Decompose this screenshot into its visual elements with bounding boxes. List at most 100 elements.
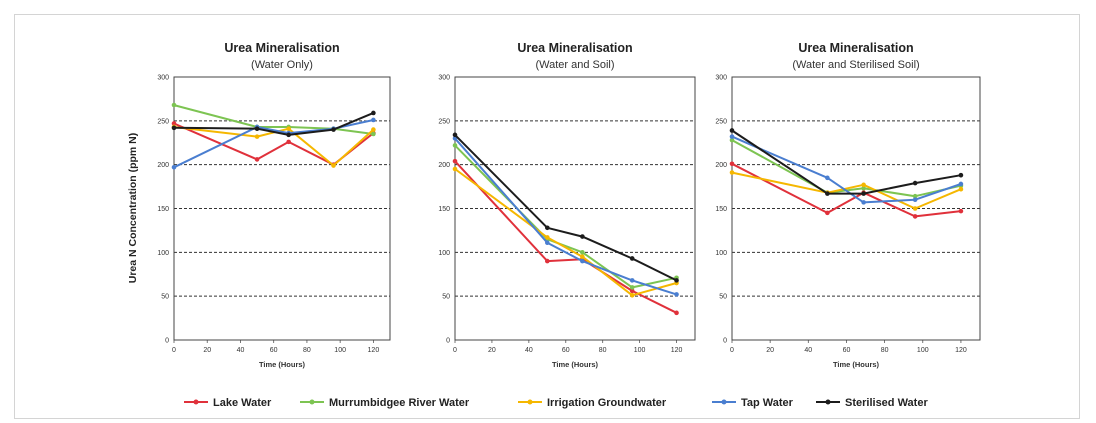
legend-label: Sterilised Water: [845, 397, 928, 409]
series-line: [732, 131, 961, 194]
chart-title: Urea Mineralisation: [517, 41, 632, 55]
data-point: [630, 285, 635, 290]
data-point: [580, 234, 585, 239]
legend-item: Irrigation Groundwater: [518, 397, 667, 409]
x-tick-label: 40: [804, 347, 812, 354]
data-point: [825, 176, 830, 181]
data-point: [730, 128, 735, 133]
series-line: [455, 161, 677, 313]
data-point: [172, 165, 177, 170]
data-point: [580, 254, 585, 259]
y-tick-label: 300: [715, 75, 727, 82]
x-tick-label: 20: [203, 347, 211, 354]
data-point: [674, 292, 679, 297]
data-point: [630, 256, 635, 261]
data-point: [286, 133, 291, 138]
x-tick-label: 80: [303, 347, 311, 354]
x-tick-label: 80: [599, 347, 607, 354]
y-tick-label: 250: [157, 118, 169, 125]
x-tick-label: 60: [270, 347, 278, 354]
data-point: [630, 293, 635, 298]
y-tick-label: 100: [438, 250, 450, 257]
data-point: [959, 209, 964, 214]
legend-swatch-marker: [194, 400, 199, 405]
y-tick-label: 300: [438, 75, 450, 82]
legend-item: Lake Water: [184, 397, 272, 409]
data-point: [959, 182, 964, 187]
data-point: [453, 133, 458, 138]
data-point: [255, 157, 260, 162]
x-tick-label: 100: [917, 347, 929, 354]
x-tick-label: 60: [562, 347, 570, 354]
y-tick-label: 200: [715, 162, 727, 169]
x-tick-label: 40: [237, 347, 245, 354]
series: [453, 136, 679, 297]
y-tick-label: 150: [438, 206, 450, 213]
data-point: [545, 240, 550, 245]
legend-label: Irrigation Groundwater: [547, 397, 667, 409]
data-point: [545, 235, 550, 240]
legend-swatch-marker: [310, 400, 315, 405]
chart-subtitle: (Water and Soil): [535, 59, 614, 71]
legend-label: Murrumbidgee River Water: [329, 397, 470, 409]
series: [730, 128, 964, 196]
legend-label: Tap Water: [741, 397, 794, 409]
y-tick-label: 100: [715, 250, 727, 257]
x-tick-label: 0: [453, 347, 457, 354]
x-tick-label: 0: [172, 347, 176, 354]
data-point: [371, 111, 376, 116]
chart-title: Urea Mineralisation: [224, 41, 339, 55]
y-tick-label: 150: [157, 206, 169, 213]
y-tick-label: 0: [446, 338, 450, 345]
data-point: [580, 250, 585, 255]
data-point: [674, 278, 679, 283]
data-point: [861, 191, 866, 196]
series-line: [732, 137, 961, 203]
x-axis-label: Time (Hours): [259, 360, 306, 369]
y-tick-label: 0: [723, 338, 727, 345]
y-tick-label: 0: [165, 338, 169, 345]
data-point: [959, 187, 964, 192]
y-tick-label: 150: [715, 206, 727, 213]
y-tick-label: 50: [442, 294, 450, 301]
data-point: [286, 140, 291, 145]
x-tick-label: 120: [671, 347, 683, 354]
data-point: [331, 163, 336, 168]
y-tick-label: 50: [161, 294, 169, 301]
data-point: [545, 259, 550, 264]
data-point: [913, 206, 918, 211]
data-point: [545, 225, 550, 230]
data-point: [861, 183, 866, 188]
y-tick-label: 50: [719, 294, 727, 301]
data-point: [255, 126, 260, 131]
data-point: [453, 143, 458, 148]
data-point: [453, 167, 458, 172]
y-tick-label: 250: [715, 118, 727, 125]
data-point: [453, 159, 458, 164]
legend-label: Lake Water: [213, 397, 272, 409]
data-point: [371, 127, 376, 132]
legend-swatch-marker: [826, 400, 831, 405]
x-tick-label: 40: [525, 347, 533, 354]
data-point: [825, 211, 830, 216]
y-axis-label: Urea N Concentration (ppm N): [127, 133, 139, 284]
y-tick-label: 300: [157, 75, 169, 82]
data-point: [730, 161, 735, 166]
legend: Lake Water Murrumbidgee River Water Irriga…: [184, 397, 928, 409]
data-point: [172, 126, 177, 131]
chart-title: Urea Mineralisation: [798, 41, 913, 55]
data-point: [255, 134, 260, 139]
legend-item: Murrumbidgee River Water: [300, 397, 470, 409]
x-tick-label: 120: [955, 347, 967, 354]
x-tick-label: 60: [843, 347, 851, 354]
data-point: [913, 197, 918, 202]
chart-subtitle: (Water Only): [251, 59, 313, 71]
x-tick-label: 0: [730, 347, 734, 354]
data-point: [286, 126, 291, 131]
x-tick-label: 20: [766, 347, 774, 354]
data-point: [172, 103, 177, 108]
data-point: [331, 127, 336, 132]
data-point: [913, 214, 918, 219]
data-point: [825, 191, 830, 196]
data-point: [674, 311, 679, 316]
